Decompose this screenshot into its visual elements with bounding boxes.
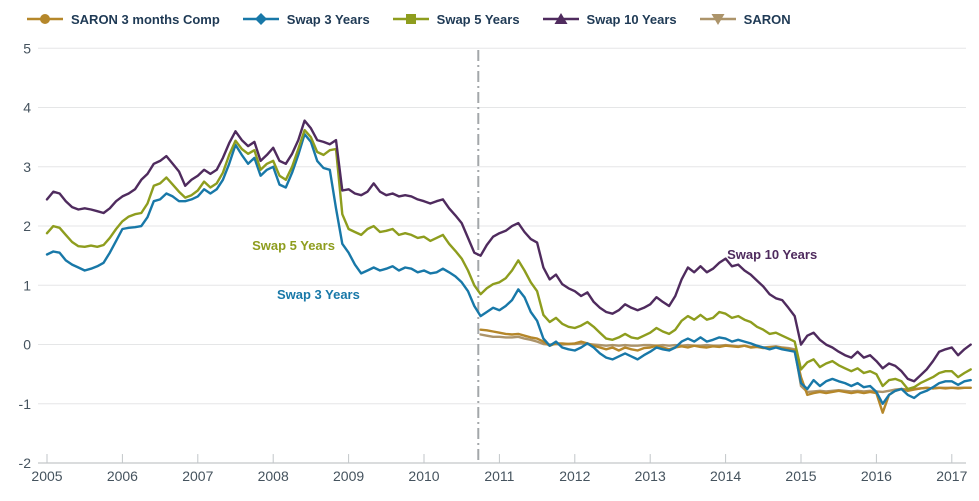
series-line-swap-5-years xyxy=(45,128,972,391)
legend-label: Swap 3 Years xyxy=(286,11,370,27)
legend-marker-square-icon xyxy=(392,14,429,24)
y-axis-label: -1 xyxy=(19,396,32,412)
x-axis-label: 2014 xyxy=(710,468,741,484)
x-axis-label: 2010 xyxy=(408,468,439,484)
y-axis-label: 5 xyxy=(23,40,31,56)
x-axis-label: 2009 xyxy=(333,468,364,484)
y-axis-label: -2 xyxy=(19,455,32,471)
x-axis-label: 2011 xyxy=(484,468,514,484)
annotation-swap-10-years: Swap 10 Years xyxy=(727,247,817,262)
legend-label: SARON 3 months Comp xyxy=(71,11,220,27)
legend-marker-triangle-down-icon xyxy=(699,14,736,25)
legend-item-swap-5-years[interactable]: Swap 5 Years xyxy=(391,11,520,27)
legend-label: SARON xyxy=(743,11,791,27)
legend-marker-triangle-up-icon xyxy=(542,13,579,24)
legend-item-swap-10-years[interactable]: Swap 10 Years xyxy=(541,11,677,27)
y-axis-label: 0 xyxy=(23,337,31,353)
x-axis-label: 2017 xyxy=(936,468,967,484)
annotation-swap-5-years: Swap 5 Years xyxy=(252,238,335,253)
x-axis-label: 2008 xyxy=(258,468,289,484)
x-axis-label: 2015 xyxy=(785,468,816,484)
series-line-swap-3-years xyxy=(45,132,972,405)
series-line-swap-10-years xyxy=(45,119,972,383)
y-axis-label: 2 xyxy=(23,218,31,234)
legend-marker-diamond-icon xyxy=(242,13,279,25)
y-axis-label: 4 xyxy=(23,100,31,116)
legend-item-saron-3-months-comp[interactable]: SARON 3 months Comp xyxy=(25,11,220,27)
legend-item-swap-3-years[interactable]: Swap 3 Years xyxy=(241,11,370,27)
x-axis-label: 2005 xyxy=(31,468,62,484)
x-axis-label: 2013 xyxy=(635,468,666,484)
y-axis-label: 1 xyxy=(23,277,31,293)
legend-label: Swap 10 Years xyxy=(586,11,677,27)
legend-label: Swap 5 Years xyxy=(436,11,520,27)
x-axis-label: 2016 xyxy=(861,468,892,484)
x-axis-label: 2012 xyxy=(559,468,590,484)
chart-legend: SARON 3 months Comp Swap 3 Years Swap 5 Ye… xyxy=(25,11,791,27)
legend-marker-circle-icon xyxy=(27,14,63,24)
annotation-swap-3-years: Swap 3 Years xyxy=(277,287,360,302)
x-axis-label: 2007 xyxy=(182,468,213,484)
legend-item-saron[interactable]: SARON xyxy=(698,11,791,27)
y-axis-label: 3 xyxy=(23,159,31,175)
x-axis-label: 2006 xyxy=(107,468,138,484)
